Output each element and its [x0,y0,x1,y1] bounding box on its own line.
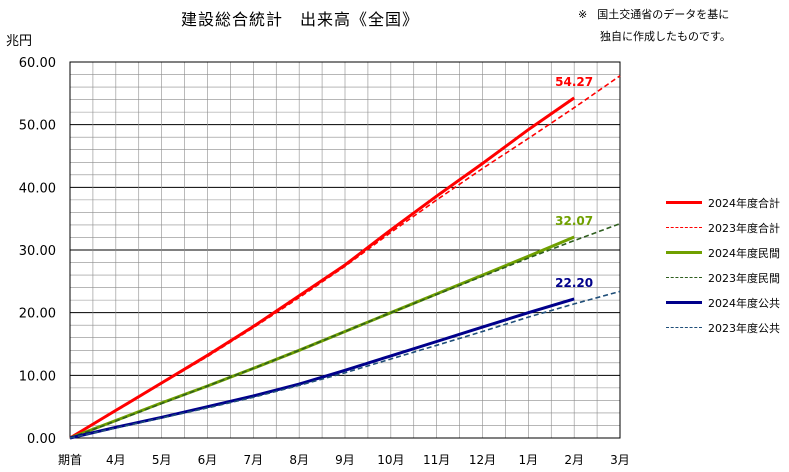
x-tick-label: 11月 [423,453,450,467]
data-label-4: 22.20 [555,276,593,290]
legend-label: 2023年度民間 [708,271,780,285]
x-tick-label: 1月 [519,453,539,467]
x-tick-label: 5月 [152,453,172,467]
y-tick-label: 10.00 [19,369,56,384]
grid [69,61,621,439]
x-tick-label: 9月 [335,453,355,467]
legend-label: 2024年度公共 [708,296,780,310]
x-tick-label: 期首 [58,453,82,467]
data-label-2: 32.07 [555,214,593,228]
legend-item: 2023年度合計 [666,215,780,240]
legend-label: 2023年度公共 [708,321,780,335]
legend-swatch [666,277,702,278]
x-tick-label: 7月 [244,453,264,467]
plot-border [69,61,621,439]
x-tick-label: 8月 [289,453,309,467]
note-line-1: 国土交通省のデータを基に [597,8,730,21]
x-tick-label: 3月 [610,453,630,467]
y-tick-label: 0.00 [27,432,56,447]
note-mark: ※ [578,8,588,21]
chart-legend: 2024年度合計 2023年度合計 2024年度民間 2023年度民間 2024年度公共… [666,190,780,340]
legend-swatch [666,327,702,328]
x-tick-label: 6月 [198,453,218,467]
legend-item: 2024年度民間 [666,240,780,265]
x-tick-label: 2月 [564,453,584,467]
y-tick-label: 30.00 [19,244,56,259]
y-tick-label: 50.00 [19,119,56,134]
series-line-3 [69,222,621,439]
legend-swatch [666,227,702,228]
series-line-1 [69,75,621,439]
x-tick-label: 4月 [106,453,126,467]
series-line-5 [69,290,621,439]
data-label-0: 54.27 [555,75,593,89]
legend-item: 2024年度合計 [666,190,780,215]
y-axis-unit-label: 兆円 [6,34,33,49]
page-title: 建設総合統計 出来高《全国》 [180,10,419,29]
legend-item: 2024年度公共 [666,290,780,315]
legend-swatch [666,201,702,204]
legend-swatch [666,251,702,254]
y-tick-label: 20.00 [19,307,56,322]
x-tick-label: 12月 [469,453,496,467]
legend-label: 2024年度民間 [708,246,780,260]
note-line-2: 独自に作成したものです。 [600,30,731,43]
legend-swatch [666,301,702,304]
source-note: ※ 国土交通省のデータを基に 独自に作成したものです。 [578,4,731,48]
legend-item: 2023年度民間 [666,265,780,290]
legend-item: 2023年度公共 [666,315,780,340]
y-tick-label: 40.00 [19,181,56,196]
series-line-4 [69,297,575,440]
y-tick-label: 60.00 [19,56,56,71]
x-tick-label: 10月 [377,453,404,467]
legend-label: 2023年度合計 [708,221,780,235]
legend-label: 2024年度合計 [708,196,780,210]
